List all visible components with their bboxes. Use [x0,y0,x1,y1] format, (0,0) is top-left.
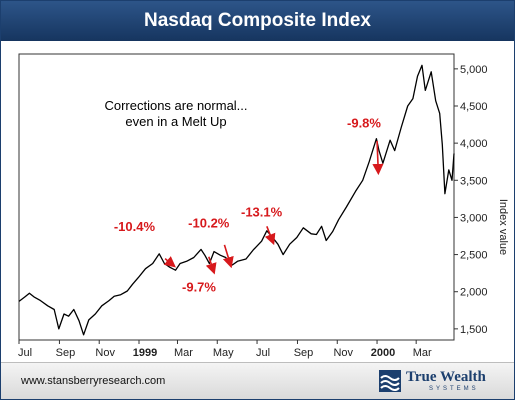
y-axis-label: Index value [497,199,509,255]
footer: www.stansberryresearch.com True Wealth S… [1,362,514,399]
correction-label: -10.4% [114,219,156,234]
logo-subtitle: SYSTEMS [429,386,479,392]
y-tick-label: 2,000 [460,287,488,299]
correction-label: -9.7% [182,280,216,295]
true-wealth-logo: True Wealth SYSTEMS [379,369,509,395]
y-tick-label: 4,500 [460,101,488,113]
correction-label: -10.2% [188,215,230,230]
x-tick-label: Jul [18,347,32,359]
correction-arrow [222,244,234,269]
x-tick-label: Jul [256,347,270,359]
annotation-text-line2: even in a Melt Up [125,114,226,129]
x-tick-label: Mar [174,347,193,359]
correction-arrow [163,256,176,268]
logo-name: True Wealth [406,369,486,385]
y-tick-label: 2,500 [460,250,488,262]
x-tick-label: May [213,347,234,359]
x-tick-label: Sep [294,347,314,359]
correction-arrow [264,226,276,246]
y-tick-label: 3,500 [460,175,488,187]
y-tick-label: 5,000 [460,64,488,76]
plot-border [18,53,455,341]
x-tick-label: Nov [95,347,115,359]
x-tick-label: Mar [413,347,432,359]
axes: 1,500 2,000 2,500 3,000 3,500 4,000 4,500 5,000… [18,53,509,359]
y-tick-label: 1,500 [460,324,488,336]
x-tick-label: 2000 [371,347,395,359]
title-bar: Nasdaq Composite Index [1,1,514,41]
annotation-text: Corrections are normal... [104,98,247,113]
correction-label: -13.1% [241,205,283,220]
chart-area: 1,500 2,000 2,500 3,000 3,500 4,000 4,500 5,000… [18,53,509,359]
footer-url[interactable]: www.stansberryresearch.com [21,375,166,387]
x-tick-label: Sep [56,347,76,359]
y-tick-label: 3,000 [460,212,488,224]
y-tick-label: 4,000 [460,138,488,150]
correction-label: -9.8% [347,116,381,131]
annotations: Corrections are normal...even in a Melt … [104,98,384,295]
x-tick-label: Nov [333,347,353,359]
correction-arrow [372,140,384,176]
x-tick-label: 1999 [133,347,157,359]
chart-title: Nasdaq Composite Index [144,10,371,31]
series [18,64,455,336]
correction-arrow [205,256,217,275]
series-line-0 [18,64,455,336]
wave-logo-icon [379,370,401,392]
